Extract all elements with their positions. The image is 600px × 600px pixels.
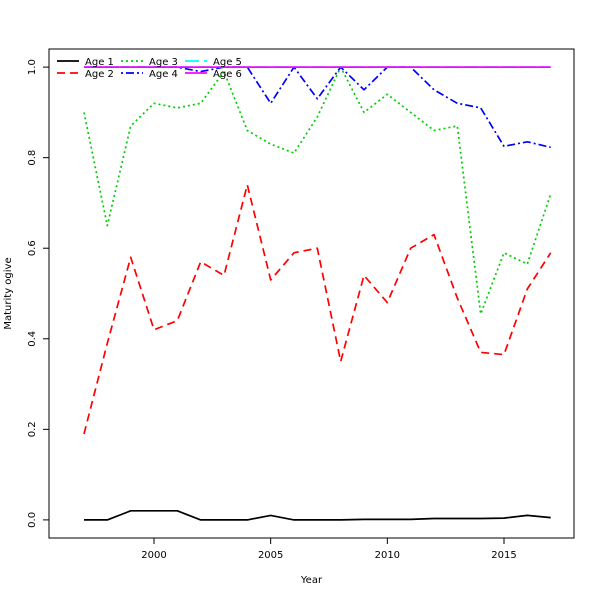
y-tick-label: 0.8 xyxy=(27,150,38,166)
legend-label: Age 1 xyxy=(85,57,114,68)
y-tick-label: 0.2 xyxy=(27,421,38,437)
y-tick-label: 0.0 xyxy=(27,512,38,528)
x-tick-label: 2010 xyxy=(375,550,400,561)
series-line-age-1 xyxy=(84,509,551,521)
plot-frame xyxy=(48,48,575,539)
legend-label: Age 3 xyxy=(149,57,178,68)
y-tick-label: 0.6 xyxy=(27,240,38,256)
x-axis-label: Year xyxy=(300,575,323,586)
legend-label: Age 5 xyxy=(213,57,242,68)
x-tick-label: 2015 xyxy=(491,550,516,561)
y-tick-label: 1.0 xyxy=(27,59,38,75)
series-line-age-3 xyxy=(83,66,552,315)
legend-label: Age 2 xyxy=(85,69,114,80)
y-axis-label: Maturity ogive xyxy=(3,257,14,329)
series-line-age-4 xyxy=(84,66,551,149)
x-tick-label: 2000 xyxy=(141,550,166,561)
legend-label: Age 4 xyxy=(149,69,178,80)
y-tick-label: 0.4 xyxy=(27,331,38,347)
series-line-age-2 xyxy=(83,183,552,435)
legend-label: Age 6 xyxy=(213,69,242,80)
series-lines xyxy=(83,66,552,521)
x-axis: 2000 2005 2010 2015 xyxy=(141,538,517,561)
y-axis: 0.0 0.2 0.4 0.6 0.8 1.0 xyxy=(27,59,49,528)
x-tick-label: 2005 xyxy=(258,550,283,561)
